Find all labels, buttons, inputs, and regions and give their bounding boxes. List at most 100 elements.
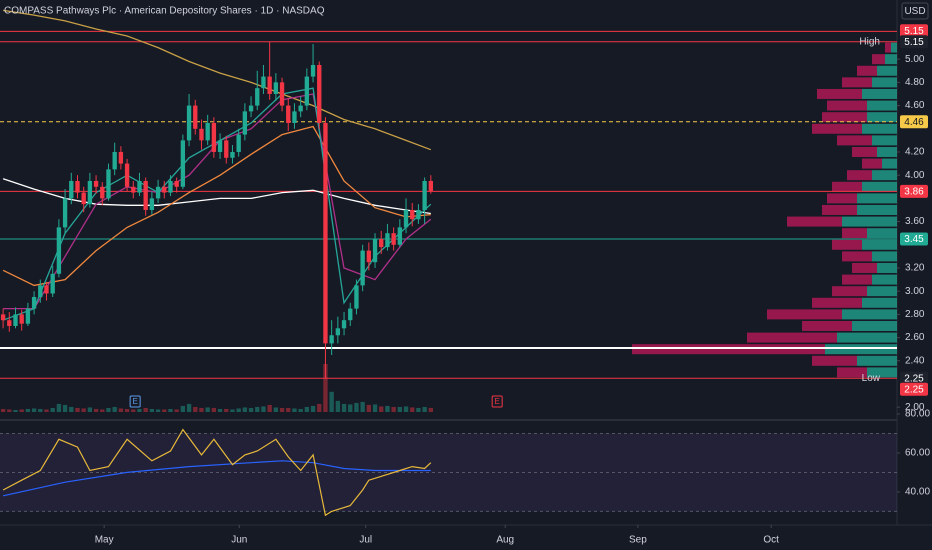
volume-bar bbox=[366, 404, 372, 412]
badge-label: 4.46 bbox=[904, 117, 924, 128]
volume-bar bbox=[25, 408, 31, 412]
volume-bar bbox=[397, 406, 403, 412]
badge-label: 3.86 bbox=[904, 187, 924, 198]
volume-bar bbox=[186, 403, 192, 412]
profile-down bbox=[847, 170, 872, 181]
candle-body bbox=[50, 273, 55, 294]
candle-body bbox=[186, 105, 192, 141]
volume-bar bbox=[162, 409, 167, 412]
candle-body bbox=[391, 233, 396, 245]
y-tick-label: 3.20 bbox=[905, 263, 925, 274]
candle-body bbox=[137, 180, 142, 193]
candle-body bbox=[422, 180, 427, 210]
volume-bar bbox=[193, 406, 198, 412]
volume-bar bbox=[174, 409, 179, 412]
profile-down bbox=[852, 262, 877, 273]
candle-body bbox=[428, 180, 434, 192]
volume-bar bbox=[87, 407, 93, 412]
candle-body bbox=[199, 128, 204, 141]
volume-bar bbox=[93, 408, 99, 412]
ma-line bbox=[3, 9, 432, 151]
badge-name: Low bbox=[862, 373, 881, 384]
chart-title: COMPASS Pathways Plc · American Deposito… bbox=[4, 6, 325, 17]
candle-body bbox=[410, 209, 415, 220]
x-tick-label: Aug bbox=[496, 535, 514, 546]
candle-body bbox=[230, 151, 235, 158]
volume-bar bbox=[279, 407, 285, 412]
profile-down bbox=[832, 181, 862, 192]
candle-body bbox=[211, 122, 217, 152]
volume-bar bbox=[372, 404, 378, 412]
candle-body bbox=[341, 320, 347, 329]
candle-body bbox=[38, 285, 43, 297]
volume-bar bbox=[13, 409, 18, 412]
volume-bar bbox=[255, 406, 260, 412]
volume-bar bbox=[354, 402, 359, 412]
candle-body bbox=[217, 140, 223, 152]
profile-up bbox=[862, 297, 897, 308]
profile-up bbox=[842, 216, 897, 227]
volume-bar bbox=[112, 406, 117, 412]
volume-bar bbox=[31, 408, 37, 412]
profile-up bbox=[862, 88, 897, 99]
profile-down bbox=[862, 158, 882, 169]
price-pane bbox=[0, 9, 897, 412]
candle-body bbox=[255, 88, 260, 106]
candle-body bbox=[81, 192, 86, 205]
rsi-tick-label: 60.00 bbox=[905, 448, 930, 459]
candle-body bbox=[162, 186, 167, 193]
profile-up bbox=[867, 367, 897, 378]
profile-up bbox=[842, 309, 897, 320]
volume-bar bbox=[230, 409, 235, 412]
pane-separator bbox=[0, 419, 897, 421]
y-tick-label: 4.20 bbox=[905, 147, 925, 158]
candle-body bbox=[149, 198, 155, 210]
profile-up bbox=[867, 112, 897, 123]
profile-down bbox=[822, 204, 857, 215]
price-badge bbox=[900, 371, 928, 385]
profile-down bbox=[837, 367, 867, 378]
price-badge bbox=[900, 24, 928, 38]
volume-bar bbox=[391, 406, 396, 412]
profile-down bbox=[747, 332, 837, 343]
profile-up bbox=[862, 123, 897, 134]
candle-body bbox=[379, 238, 384, 248]
candle-body bbox=[13, 314, 18, 326]
y-tick-label: 2.80 bbox=[905, 309, 925, 320]
axes: 2.00 2.40 2.60 2.80 3.00 3.20 3.60 4.00 4.20 4.60… bbox=[95, 24, 930, 546]
x-tick-label: Jun bbox=[231, 535, 247, 546]
candle-body bbox=[329, 335, 334, 344]
volume-bar bbox=[50, 407, 55, 412]
candle-body bbox=[397, 227, 403, 245]
volume-bar bbox=[124, 408, 130, 412]
y-tick-label: 3.60 bbox=[905, 216, 925, 227]
candle-body bbox=[62, 198, 68, 228]
volume-bar bbox=[75, 407, 80, 412]
volume-bar bbox=[69, 406, 74, 412]
candle-body bbox=[100, 186, 105, 199]
profile-up bbox=[867, 228, 897, 239]
candle-body bbox=[403, 209, 409, 228]
rsi-pane bbox=[0, 428, 897, 517]
event-marker[interactable] bbox=[129, 395, 141, 408]
x-tick-label: May bbox=[95, 535, 114, 546]
candle-body bbox=[286, 105, 291, 123]
currency-box[interactable] bbox=[901, 2, 929, 20]
volume-bar bbox=[428, 407, 434, 412]
profile-up bbox=[857, 193, 897, 204]
candle-body bbox=[372, 238, 378, 263]
badge-label: 2.25 bbox=[904, 373, 924, 384]
volume-bar bbox=[100, 409, 105, 412]
y-tick-label: 4.60 bbox=[905, 100, 925, 111]
candle-body bbox=[56, 227, 62, 274]
candle-body bbox=[112, 151, 117, 170]
rsi-line bbox=[2, 428, 432, 517]
candle-body bbox=[261, 76, 266, 89]
x-tick-label: Sep bbox=[629, 535, 647, 546]
event-marker[interactable] bbox=[491, 395, 503, 408]
y-tick-label: 4.00 bbox=[905, 170, 925, 181]
profile-down bbox=[767, 309, 842, 320]
profile-down bbox=[812, 355, 857, 366]
currency: USD bbox=[904, 6, 925, 17]
profile-down bbox=[802, 320, 852, 331]
